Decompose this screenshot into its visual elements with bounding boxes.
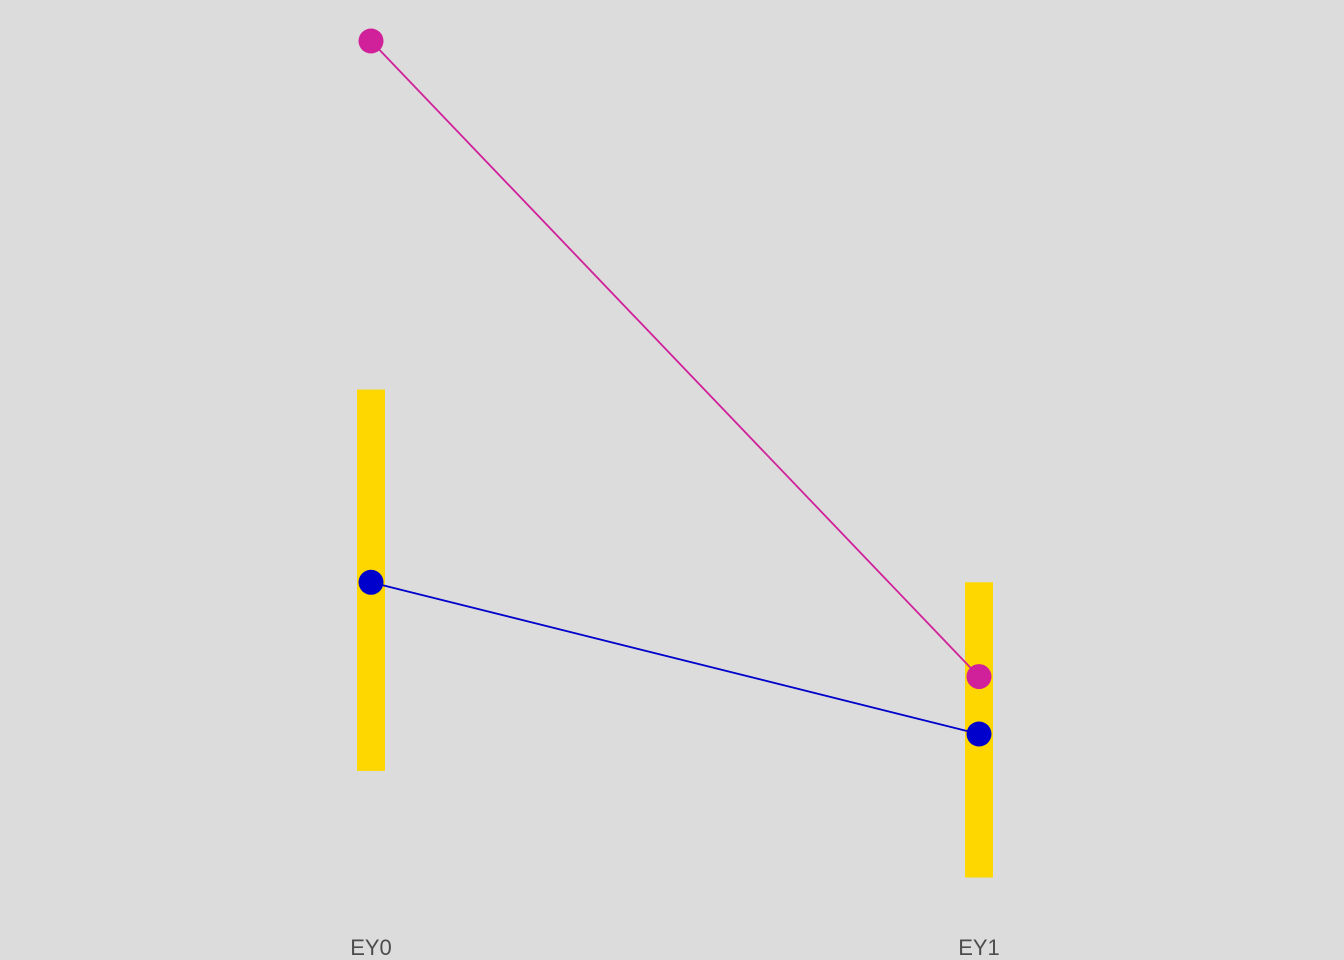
- series-points: [358, 28, 992, 747]
- x-tick-label-ey0: EY0: [350, 935, 392, 960]
- series-0-line: [370, 40, 980, 678]
- x-axis-tick-labels: EY0 EY1: [350, 935, 1000, 960]
- series-1-point-ey1: [966, 721, 992, 747]
- series-lines: [370, 40, 980, 735]
- x-tick-label-ey1: EY1: [958, 935, 1000, 960]
- series-0-point-ey1: [966, 664, 992, 690]
- series-0-point-ey0: [358, 28, 384, 54]
- series-1-point-ey0: [358, 569, 384, 595]
- series-1-line: [370, 581, 980, 735]
- interval-bars: [357, 389, 993, 878]
